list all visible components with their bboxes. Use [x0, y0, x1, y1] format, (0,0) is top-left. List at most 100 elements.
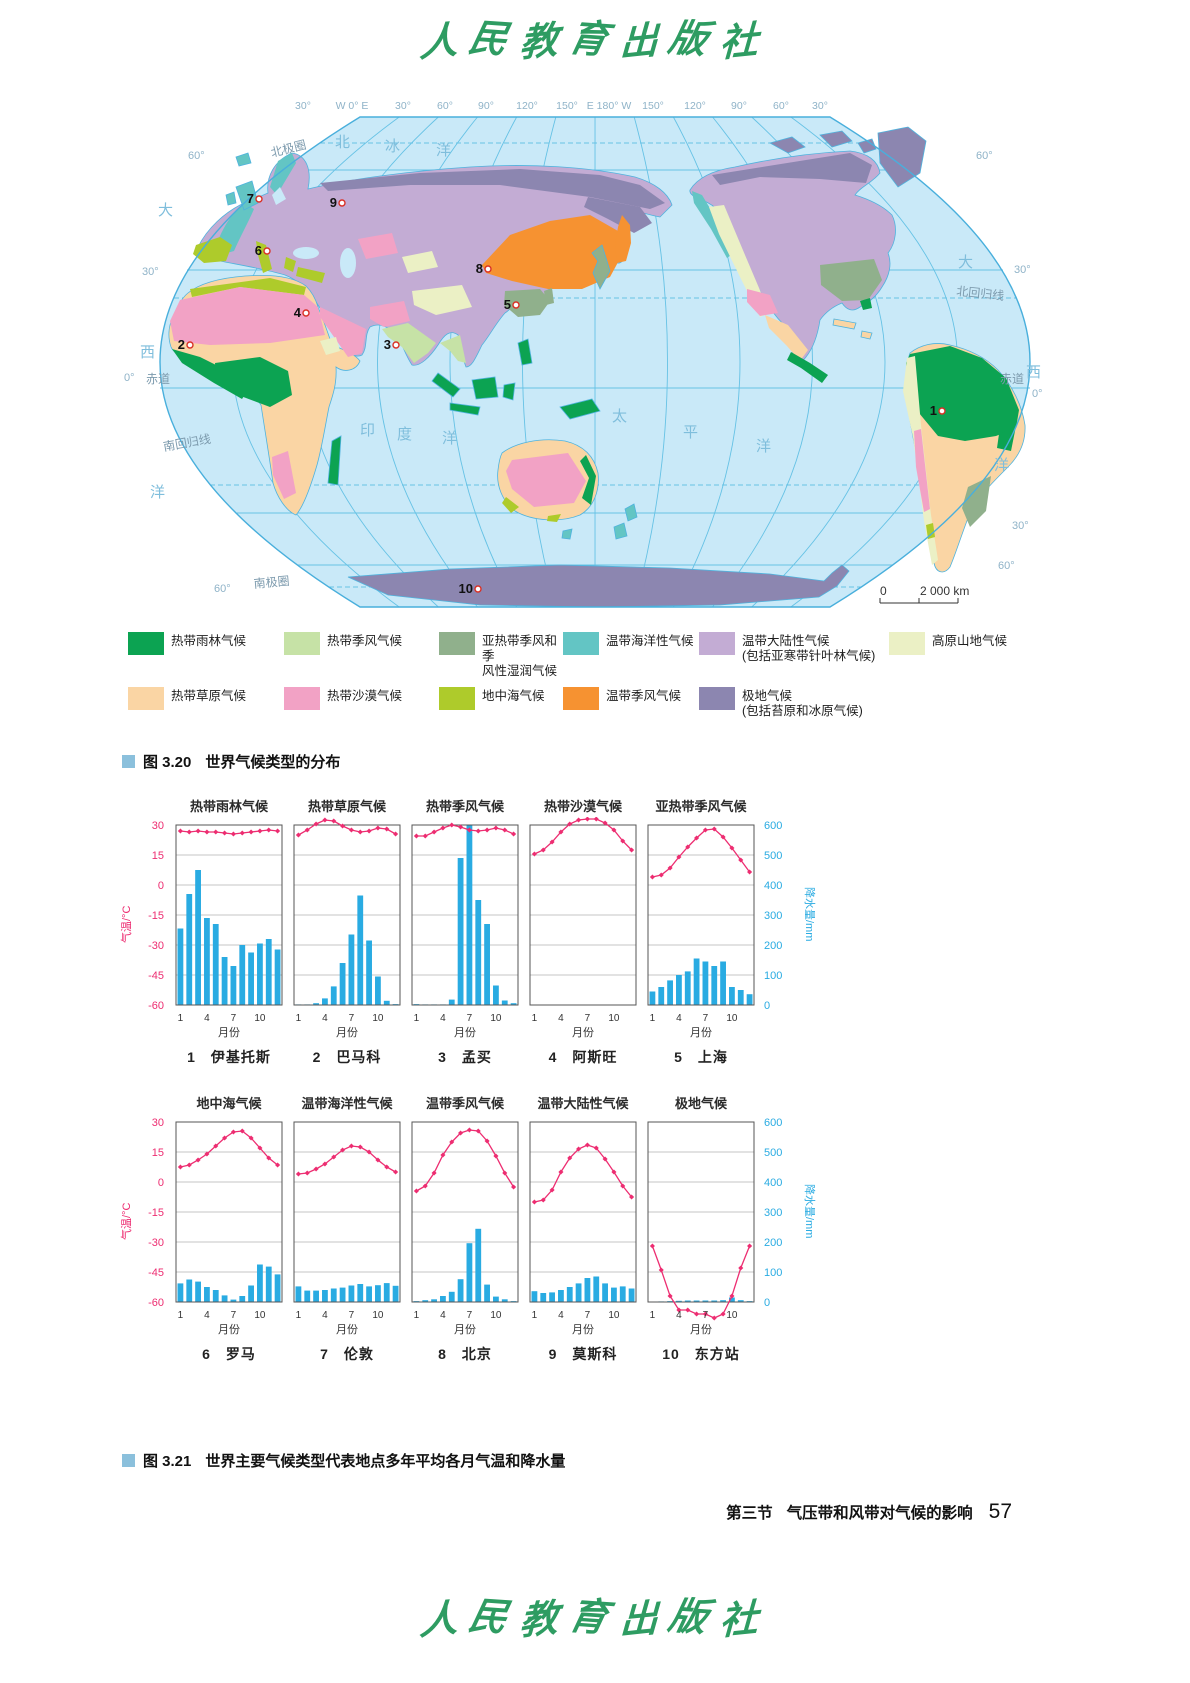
temp-point: [195, 828, 201, 834]
temp-point: [204, 829, 210, 835]
precip-bar: [440, 1296, 446, 1302]
precip-bar: [501, 1299, 508, 1302]
station-name-label: 9 莫斯科: [548, 1346, 618, 1362]
climograph-7: 1 4 7 10 月份: [293, 1121, 401, 1336]
climate-region-mediterranean: [190, 278, 306, 297]
climate-chart-7: 温带海洋性气候 1 4 7 10 月份 7 伦敦: [288, 1090, 406, 1364]
temp-tick: 30: [152, 820, 164, 832]
precip-tick: 100: [764, 1267, 782, 1279]
temp-point: [266, 827, 272, 833]
climate-chart-6: 地中海气候 1 4 7 10 月份 6 罗马: [170, 1090, 288, 1364]
temp-point: [602, 820, 608, 826]
climate-chart-2: 热带草原气候 1 4 7 10 月份 2 巴马科: [288, 793, 406, 1067]
caspian-sea: [340, 248, 356, 278]
month-tick: 7: [467, 1310, 473, 1321]
temp-point: [313, 1166, 319, 1172]
ocean-label-indian: 印: [360, 422, 375, 439]
precip-bar: [230, 966, 237, 1005]
caption-bullet-icon: [122, 755, 135, 768]
precip-bar: [466, 825, 473, 1005]
station-marker-circle: [186, 341, 194, 349]
temp-line: [180, 829, 278, 835]
latitude-label: 30°: [142, 266, 159, 278]
precip-bar: [313, 1290, 319, 1302]
ocean-label-indian: 度: [397, 426, 412, 443]
temp-tick: 15: [152, 850, 164, 862]
legend-item-temperate_monsoon: 温带季风气候: [563, 686, 699, 719]
precip-bar: [549, 1292, 555, 1302]
latitude-label: 60°: [998, 560, 1015, 572]
precip-bar: [457, 1279, 464, 1302]
climate-region-rainforest: [906, 346, 1019, 441]
scale-label: 2 000 km: [920, 584, 969, 598]
month-tick: 4: [322, 1013, 328, 1024]
station-marker-circle: [512, 301, 520, 309]
climograph-4: 1 4 7 10 月份: [529, 817, 637, 1039]
climate-region-tropical_monsoon: [382, 323, 436, 363]
legend-swatch-tropical_monsoon: [284, 632, 320, 655]
precip-bar: [729, 1297, 735, 1302]
precip-bar: [366, 1286, 372, 1302]
precip-bar: [383, 1283, 390, 1302]
precip-bar: [746, 994, 753, 1005]
temp-tick: -30: [148, 1237, 164, 1249]
precip-bar: [693, 958, 700, 1005]
temp-line: [416, 824, 514, 837]
climate-region-subtropical_monsoon: [544, 288, 554, 305]
month-tick: 1: [650, 1310, 656, 1321]
logo-character: 社: [718, 1596, 771, 1644]
latitude-label: 30°: [1012, 520, 1029, 532]
temp-line: [298, 1145, 396, 1175]
temp-point: [593, 817, 599, 822]
precip-bar: [339, 1287, 346, 1302]
precip-bar: [257, 943, 263, 1005]
longitude-label: 90°: [478, 100, 494, 112]
temp-point: [304, 827, 310, 833]
precip-bar: [239, 1296, 246, 1302]
month-tick: 4: [204, 1310, 210, 1321]
temp-point: [747, 1243, 753, 1249]
month-tick: 7: [467, 1013, 473, 1024]
month-tick: 4: [440, 1013, 446, 1024]
station-name-label: 6 罗马: [202, 1346, 256, 1362]
logo-character: 育: [564, 1595, 624, 1641]
ocean-label-atlantic_right: 西: [1026, 364, 1041, 381]
climate-region-rainforest: [517, 338, 533, 366]
legend-item-rainforest: 热带雨林气候: [128, 631, 284, 679]
month-tick: 1: [178, 1013, 184, 1024]
temp-axis: 30 15 0 -15 -30 -45 -60 气温/°C: [119, 820, 164, 1012]
climate-region-rainforest: [502, 382, 516, 401]
temp-point: [738, 1265, 744, 1271]
temp-line: [416, 1129, 515, 1192]
temp-point: [493, 825, 499, 831]
month-tick: 1: [650, 1013, 656, 1024]
logo-character: 民: [464, 17, 524, 63]
temp-point: [295, 1171, 301, 1177]
climate-region-rainforest: [215, 357, 292, 407]
precip-bar: [195, 870, 201, 1005]
precip-bar: [602, 1283, 608, 1302]
climate-region-temperate_oceanic: [225, 191, 237, 206]
temp-point: [248, 829, 254, 835]
precip-tick: 0: [764, 1000, 770, 1012]
logo-character: 社: [718, 18, 771, 66]
logo-character: 教: [518, 18, 571, 66]
station-marker-circle: [338, 199, 346, 207]
map-border: [159, 116, 1031, 608]
logo-character: 育: [564, 17, 624, 63]
precip-bar: [684, 1300, 691, 1302]
temp-point: [720, 834, 726, 840]
page-number: 57: [988, 1500, 1012, 1523]
temp-tick: -60: [148, 1297, 164, 1309]
logo-character: 版: [664, 17, 724, 63]
temp-point: [322, 817, 328, 823]
month-tick: 10: [608, 1310, 620, 1321]
legend-swatch-highland: [889, 632, 925, 655]
precip-tick: 400: [764, 880, 782, 892]
precip-bar: [628, 1288, 635, 1302]
precip-bar: [484, 1284, 490, 1302]
temp-point: [738, 857, 744, 863]
temp-point: [177, 828, 183, 834]
baltic-sea: [272, 187, 286, 205]
map-labels: 30° W 0° E 30° 60° 90° 120° 150° E 180° W 150° 12…: [124, 100, 1043, 595]
